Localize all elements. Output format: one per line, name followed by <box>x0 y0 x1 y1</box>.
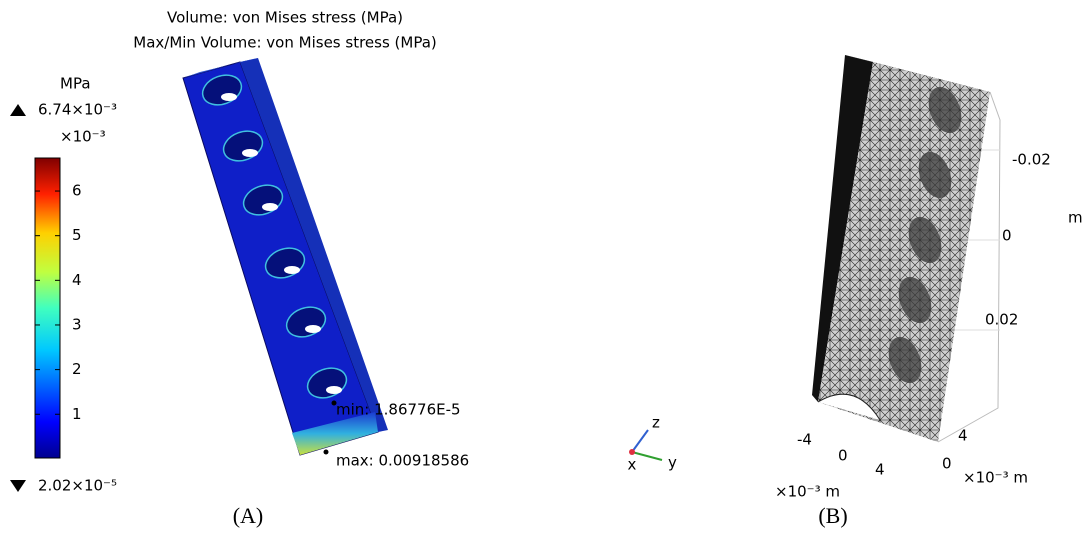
axis-unit: m <box>1068 209 1083 227</box>
tick-label: -4 <box>797 431 812 449</box>
colorbar-multiplier: ×10⁻³ <box>60 128 106 146</box>
tick-label: 4 <box>958 427 968 445</box>
figure: Volume: von Mises stress (MPa) Max/Min V… <box>0 0 1085 535</box>
colorbar-min: 2.02×10⁻⁵ <box>38 477 117 495</box>
colorbar-max: 6.74×10⁻³ <box>38 101 117 119</box>
colorbar-tick-label: 6 <box>72 182 82 200</box>
colorbar-unit: MPa <box>60 75 91 93</box>
colorbar-tick-label: 5 <box>72 226 82 244</box>
colorbar: 1 2 3 4 5 6 <box>35 158 82 458</box>
max-marker <box>10 104 26 116</box>
triad-label: x <box>628 456 637 474</box>
colorbar-tick-label: 2 <box>72 360 82 378</box>
triad-label: z <box>652 414 660 432</box>
tick-label: 0 <box>1002 227 1012 245</box>
tick-label: 0.02 <box>985 311 1018 329</box>
title: Max/Min Volume: von Mises stress (MPa) <box>133 34 437 52</box>
mesh-block <box>800 50 1000 450</box>
panel-label: (B) <box>818 503 847 528</box>
colorbar-tick-label: 4 <box>72 271 82 289</box>
max-annotation: max: 0.00918586 <box>336 452 469 470</box>
title: Volume: von Mises stress (MPa) <box>167 9 403 27</box>
min-marker <box>10 480 26 492</box>
axis-unit: ×10⁻³ m <box>963 469 1028 487</box>
tick-label: 4 <box>875 461 885 479</box>
tick-label: -0.02 <box>1012 151 1051 169</box>
panel-label: (A) <box>233 503 264 528</box>
colorbar-tick-label: 1 <box>72 405 82 423</box>
tick-label: 0 <box>942 455 952 473</box>
colorbar-gradient <box>35 158 60 458</box>
stress-beam <box>183 58 388 455</box>
colorbar-tick-label: 3 <box>72 315 82 333</box>
axis-unit: ×10⁻³ m <box>775 483 840 501</box>
min-annotation: min: 1.86776E-5 <box>336 401 461 419</box>
triad-label: y <box>668 454 677 472</box>
tick-label: 0 <box>838 447 848 465</box>
